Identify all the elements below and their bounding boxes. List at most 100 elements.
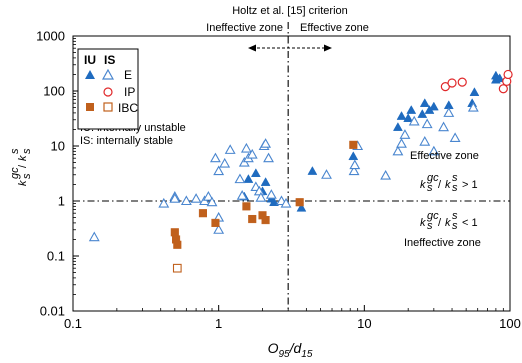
- y-tick-label: 1000: [36, 29, 65, 44]
- point-e-is: [202, 191, 214, 201]
- point-e-is: [88, 231, 100, 242]
- point-e-iu: [419, 98, 430, 107]
- point-e-iu: [307, 166, 318, 175]
- point-e-is: [349, 159, 361, 170]
- svg-text:k: k: [445, 217, 451, 229]
- legend: IU IS E IP IBC: [77, 48, 139, 130]
- point-ibc-iu: [242, 202, 251, 211]
- x-tick-label: 10: [357, 316, 371, 331]
- svg-text:s: s: [452, 172, 458, 184]
- point-e-is: [213, 224, 225, 234]
- y-tick-label: 1: [58, 194, 65, 209]
- inequality-greater: k s gc / k s s > 1: [420, 172, 478, 194]
- point-e-iu: [403, 113, 414, 122]
- x-axis-label: O95/d15: [268, 340, 313, 360]
- point-ibc-iu: [173, 240, 182, 249]
- point-e-is: [392, 145, 404, 156]
- point-e-is: [260, 138, 272, 148]
- svg-text:s: s: [21, 148, 33, 154]
- point-e-is: [213, 165, 225, 176]
- svg-text:s: s: [21, 173, 33, 179]
- point-ibc-iu: [248, 214, 257, 224]
- point-e-iu: [494, 73, 505, 83]
- point-e-is: [421, 118, 433, 129]
- point-ibc-iu: [211, 218, 220, 227]
- point-e-is: [443, 107, 455, 117]
- point-e-is: [255, 192, 267, 202]
- svg-text:k: k: [17, 155, 29, 161]
- y-axis-label: k s gc / k s s: [9, 148, 33, 186]
- point-ip-is: [447, 78, 457, 88]
- point-e-iu: [250, 168, 261, 177]
- point-e-is: [280, 197, 292, 208]
- point-e-iu: [260, 177, 271, 186]
- svg-text:s: s: [9, 148, 21, 154]
- x-tick-label: 100: [499, 316, 521, 331]
- point-ibc-iu: [198, 209, 207, 218]
- legend-e-iu-marker: [85, 70, 95, 79]
- criterion-arrow: [248, 44, 332, 52]
- svg-text:k: k: [420, 217, 426, 229]
- y-tick-label: 0.01: [40, 304, 65, 319]
- point-ip-is: [457, 77, 467, 87]
- point-e-is: [348, 165, 360, 176]
- legend-e-is-marker: [101, 68, 115, 80]
- svg-text:s: s: [452, 182, 458, 194]
- svg-text:s: s: [427, 220, 433, 232]
- legend-entry-ip: IP: [124, 85, 135, 99]
- point-e-is: [234, 173, 246, 184]
- point-ip-is: [503, 69, 513, 80]
- point-e-iu: [348, 151, 359, 161]
- legend-header-is: IS: [104, 53, 115, 67]
- point-ibc-iu: [170, 228, 179, 237]
- point-e-iu: [406, 105, 417, 114]
- point-e-iu: [392, 122, 403, 131]
- svg-text:k: k: [17, 180, 29, 186]
- effective-zone-top-label: Effective zone: [300, 22, 369, 34]
- point-e-iu: [269, 197, 279, 206]
- legend-ibc-is-marker: [103, 102, 113, 112]
- plot-frame: [72, 35, 511, 312]
- point-ibc-iu: [295, 198, 304, 207]
- point-ibc-is: [172, 263, 182, 273]
- y-tick-label: 0.1: [47, 249, 65, 264]
- point-e-is: [246, 148, 258, 159]
- point-e-is: [240, 142, 252, 153]
- svg-text:s: s: [452, 210, 458, 222]
- point-ip-is: [498, 84, 508, 94]
- point-e-iu: [428, 101, 439, 111]
- legend-header-iu: IU: [84, 53, 96, 67]
- svg-text:/: /: [17, 164, 29, 168]
- svg-text:gc: gc: [427, 172, 439, 184]
- criterion-title: Holtz et al. [15] criterion: [232, 5, 348, 17]
- svg-text:/: /: [438, 217, 442, 229]
- point-e-is: [399, 129, 411, 139]
- point-e-iu: [296, 202, 307, 212]
- x-tick-label: 1: [215, 316, 222, 331]
- point-e-is: [419, 136, 431, 146]
- point-e-is: [236, 190, 248, 200]
- point-e-is: [263, 152, 274, 163]
- svg-text:s: s: [427, 182, 433, 194]
- point-e-is: [169, 193, 181, 203]
- legend-entry-e: E: [124, 68, 132, 82]
- svg-text:s: s: [452, 220, 458, 232]
- point-e-iu: [469, 87, 480, 96]
- inequality-greater-text: > 1: [462, 179, 478, 191]
- effective-zone-label: Effective zone: [410, 150, 479, 162]
- point-e-is: [219, 157, 231, 168]
- point-e-is: [380, 169, 392, 180]
- legend-ip-is-marker: [103, 87, 113, 97]
- svg-text:gc: gc: [9, 167, 21, 179]
- point-e-iu: [417, 109, 428, 118]
- point-e-is: [265, 189, 277, 199]
- ineffective-zone-top-label: Ineffective zone: [206, 22, 283, 34]
- point-e-iu: [243, 174, 254, 183]
- point-ibc-iu: [261, 216, 270, 225]
- y-tick-label: 100: [43, 84, 65, 99]
- point-e-is: [209, 152, 221, 163]
- point-e-iu: [396, 111, 407, 120]
- point-e-is: [428, 145, 440, 156]
- is-note: IS: internally stable: [80, 135, 173, 147]
- x-tick-label: 0.1: [64, 316, 82, 331]
